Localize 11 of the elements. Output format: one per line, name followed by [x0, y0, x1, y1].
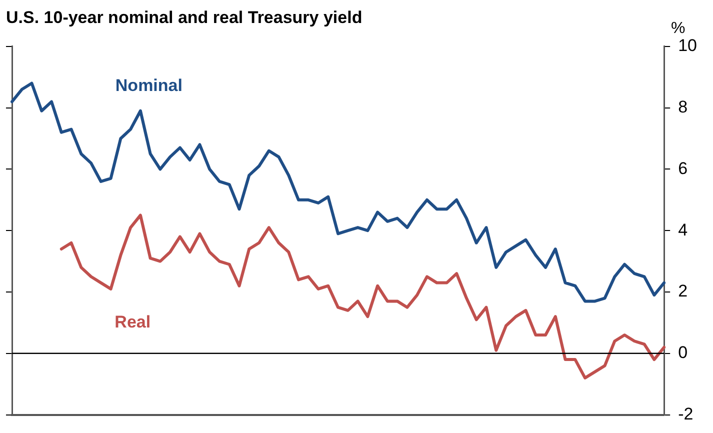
- chart-title: U.S. 10-year nominal and real Treasury yield: [6, 8, 362, 27]
- y-tick-label: 0: [678, 343, 688, 362]
- y-tick-label: 4: [678, 220, 688, 240]
- series-label: Nominal: [115, 76, 182, 95]
- y-tick-label: 10: [678, 36, 698, 56]
- y-tick-label: 6: [678, 158, 688, 178]
- y-tick-label: -2: [678, 404, 694, 424]
- y-tick-label: 8: [678, 97, 688, 116]
- y-tick-label: 2: [678, 282, 688, 301]
- y-axis-title: %: [670, 20, 686, 37]
- series-label: Real: [114, 312, 151, 332]
